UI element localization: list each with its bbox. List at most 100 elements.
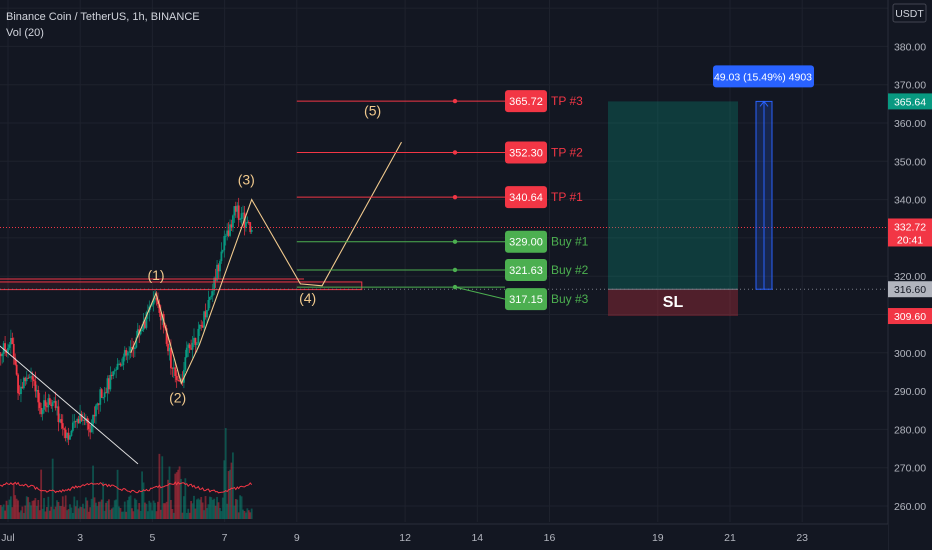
level-handle [452, 284, 458, 290]
candle-body [183, 369, 185, 383]
price-badge [888, 308, 932, 325]
price-badge-countdown: 20:41 [897, 234, 923, 246]
level-price-label: 321.63 [509, 265, 543, 277]
candle-body [80, 413, 83, 421]
tp-level-3: 340.64 TP #1 [505, 186, 583, 209]
volume-bar [240, 496, 243, 519]
candle-body [14, 357, 17, 365]
volume-bar [93, 497, 96, 519]
time-axis[interactable]: Jul 3 5 7 9 12 14 16 19 21 23 [0, 523, 888, 550]
volume-bar [48, 510, 51, 519]
candle-body [0, 353, 2, 357]
price-badge-label: 316.60 [894, 284, 926, 296]
candle-body [27, 377, 30, 379]
volume-bar [159, 509, 162, 519]
candle-body [1, 353, 4, 357]
volume-bar [128, 496, 131, 519]
volume-bar [184, 478, 187, 519]
candle-body [69, 435, 71, 440]
candle-body [38, 402, 41, 408]
candle-body [110, 374, 113, 377]
volume-bar [77, 508, 80, 519]
candle-body [4, 343, 6, 350]
volume-bar [167, 479, 169, 519]
candle-body [17, 374, 19, 394]
candle-body [123, 350, 126, 357]
position-stop-zone [608, 289, 738, 317]
chart-legend: Binance Coin / TetherUS, 1h, BINANCE Vol… [6, 9, 200, 41]
volume-bar [237, 512, 240, 519]
candle-body [224, 235, 227, 237]
candle-body [210, 295, 213, 297]
candle-body [136, 329, 139, 338]
candle-body [113, 370, 116, 372]
candle-body [217, 264, 220, 272]
price-tick-label: 340.00 [894, 195, 926, 207]
time-tick-label: 16 [544, 532, 556, 544]
candle-body [201, 325, 204, 328]
volume-bar [37, 500, 40, 519]
volume-bar [197, 498, 200, 519]
candle-body [185, 347, 188, 358]
volume-bar [31, 500, 34, 519]
level-price-box [505, 186, 547, 209]
volume-bar [132, 511, 135, 519]
volume-bar [9, 496, 12, 519]
candle-body [71, 422, 74, 431]
candle-body [194, 337, 197, 345]
candle-body [128, 351, 131, 353]
time-tick-label: 21 [724, 532, 736, 544]
volume-bar [232, 452, 234, 519]
price-badge [888, 281, 932, 298]
volume-bar [149, 502, 152, 519]
time-tick-label: 7 [222, 532, 228, 544]
candle-body [96, 403, 99, 406]
volume-bar [236, 499, 239, 519]
candle-body [237, 205, 240, 220]
price-badge-label: 365.64 [894, 96, 926, 108]
volume-bar [210, 497, 213, 519]
time-axis-bg [0, 524, 888, 550]
candle-body [30, 376, 32, 378]
price-tick-label: 290.00 [894, 386, 926, 398]
candle-body [57, 406, 60, 423]
volume-bar [28, 502, 31, 519]
volume-bar [168, 466, 171, 519]
level-price-box [505, 288, 547, 311]
candle-body [240, 213, 243, 220]
measure-label-box [713, 65, 814, 88]
volume-bar [100, 499, 103, 519]
candle-body [34, 381, 37, 392]
level-price-box [505, 141, 547, 164]
price-axis[interactable]: 260.00270.00280.00290.00300.00310.00320.… [887, 0, 932, 550]
candle-body [61, 423, 64, 429]
candle-body [47, 398, 50, 408]
level-price-label: 317.15 [509, 294, 543, 306]
volume-bar [229, 469, 231, 519]
candle-body [15, 364, 18, 375]
candle-body [168, 347, 171, 352]
candle-body [184, 357, 187, 370]
candle-body [234, 206, 237, 212]
volume-bar [211, 499, 214, 519]
candle-body [28, 376, 31, 379]
volume-bar [80, 507, 83, 519]
volume-bar [4, 510, 6, 519]
volume-bar [69, 504, 71, 519]
candle-body [129, 347, 132, 352]
volume-bar [66, 510, 69, 519]
candle-body [118, 363, 120, 365]
candle-body [219, 261, 221, 272]
candle-body [191, 342, 194, 350]
level-handle [452, 98, 458, 104]
volume-bar [83, 508, 86, 519]
candle-body [90, 424, 93, 433]
volume-bar [35, 505, 38, 519]
volume-bar [175, 472, 178, 519]
volume-bar [105, 502, 107, 519]
volume-bar [89, 507, 92, 519]
candle-body [37, 390, 40, 403]
volume-bar [113, 500, 116, 519]
candle-body [188, 344, 191, 349]
